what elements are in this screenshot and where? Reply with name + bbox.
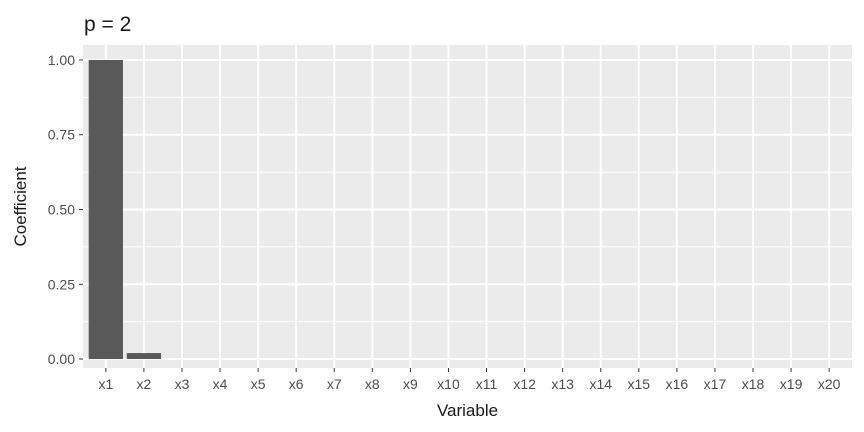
y-axis: 0.00 0.25 0.50 0.75 1.00: [48, 52, 83, 367]
chart-title: p = 2: [84, 13, 131, 36]
plot-panel: [83, 45, 852, 368]
y-tick-label: 0.50: [48, 201, 75, 217]
x-tick-label: x4: [213, 376, 228, 392]
x-axis-title: Variable: [437, 401, 498, 420]
y-tick-label: 0.75: [48, 127, 75, 143]
x-tick-label: x20: [818, 376, 841, 392]
x-tick-label: x15: [628, 376, 651, 392]
x-tick-label: x8: [365, 376, 380, 392]
x-tick-label: x1: [98, 376, 113, 392]
y-tick-label: 0.00: [48, 351, 75, 367]
grid-major: [83, 45, 852, 368]
x-axis: x1 x2 x3 x4 x5 x6 x7 x8 x9 x10 x11 x12 x13 x14 x15 x16 x…: [98, 368, 841, 392]
x-tick-label: x7: [327, 376, 342, 392]
x-tick-label: x5: [251, 376, 266, 392]
x-tick-label: x6: [289, 376, 304, 392]
grid-minor: [83, 96, 852, 323]
x-tick-label: x14: [589, 376, 612, 392]
y-tick-label: 1.00: [48, 52, 75, 68]
x-tick-label: x17: [704, 376, 727, 392]
bar: [126, 353, 162, 360]
x-tick-label: x18: [742, 376, 765, 392]
x-tick-label: x12: [513, 376, 536, 392]
y-tick-label: 0.25: [48, 276, 75, 292]
x-tick-label: x16: [666, 376, 689, 392]
x-tick-label: x3: [175, 376, 190, 392]
bar: [88, 59, 123, 360]
x-tick-label: x13: [551, 376, 574, 392]
x-tick-label: x2: [137, 376, 152, 392]
y-axis-title: Coefficient: [11, 166, 30, 246]
x-tick-label: x10: [437, 376, 460, 392]
bars: [88, 59, 162, 360]
x-tick-label: x11: [476, 376, 498, 392]
x-tick-label: x9: [403, 376, 418, 392]
x-tick-label: x19: [780, 376, 803, 392]
